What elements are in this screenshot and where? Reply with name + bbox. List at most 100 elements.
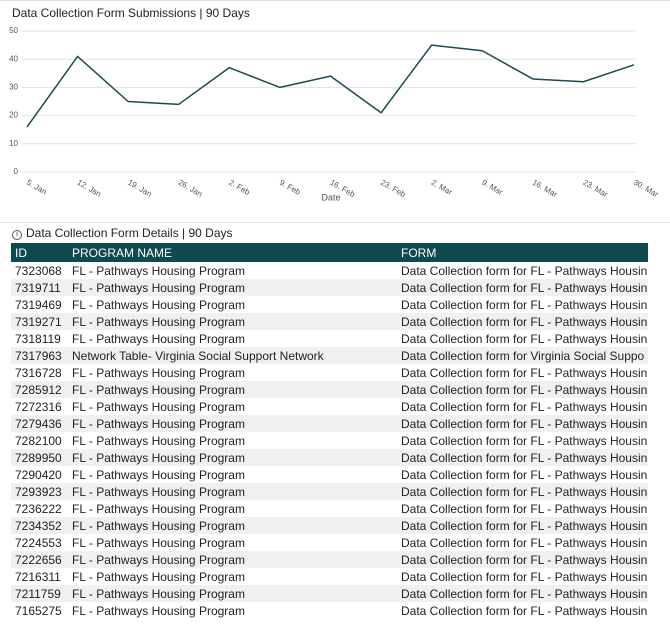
table-cell: FL - Pathways Housing Program (68, 449, 397, 466)
table-row: 7290420 FL - Pathways Housing Program Data… (11, 466, 648, 483)
table-cell: FL - Pathways Housing Program (68, 585, 397, 602)
table-cell: Data Collection form for FL - Pathways H… (397, 313, 648, 330)
y-tick-label: 20 (9, 111, 18, 120)
table-cell: Data Collection form for FL - Pathways H… (401, 501, 648, 516)
table-cell: Data Collection form for FL - Pathways H… (397, 585, 648, 602)
table-cell: Data Collection form for FL - Pathways H… (401, 603, 648, 618)
table-row: 7234352 FL - Pathways Housing Program Data… (11, 517, 648, 534)
table-cell: FL - Pathways Housing Program (68, 279, 397, 296)
table-cell: Data Collection form for FL - Pathways H… (397, 381, 648, 398)
line-chart: Data Collection Form Submissions | 90 Da… (0, 0, 670, 202)
table-row: 7319469 FL - Pathways Housing Program Data… (11, 296, 648, 313)
details-table: ID PROGRAM NAME FORM 7323068 FL - Pathways … (11, 243, 648, 619)
table-row: 7323068 FL - Pathways Housing Program Data… (11, 262, 648, 279)
table-cell: 7319711 (11, 279, 68, 296)
table-cell: FL - Pathways Housing Program (72, 399, 245, 414)
table-row: 7289950 FL - Pathways Housing Program Data… (11, 449, 648, 466)
table-cell: 7319469 (15, 297, 62, 312)
table-cell: FL - Pathways Housing Program (72, 365, 245, 380)
table-cell: 7293923 (11, 483, 68, 500)
table-row: 7318119 FL - Pathways Housing Program Data… (11, 330, 648, 347)
y-tick-label: 40 (9, 54, 18, 63)
table-row: 7236222 FL - Pathways Housing Program Data… (11, 500, 648, 517)
x-tick-label: 30. Mar (632, 178, 660, 200)
table-row: 7319271 FL - Pathways Housing Program Data… (11, 313, 648, 330)
table-cell: FL - Pathways Housing Program (72, 297, 245, 312)
x-tick-label: 2. Mar (430, 178, 454, 197)
table-cell: Data Collection form for FL - Pathways H… (401, 331, 648, 346)
table-cell: Data Collection form for FL - Pathways H… (401, 263, 648, 278)
table-cell: Data Collection form for FL - Pathways H… (401, 535, 648, 550)
info-icon[interactable]: i (12, 230, 22, 240)
table-cell: FL - Pathways Housing Program (72, 331, 245, 346)
table-cell: Data Collection form for FL - Pathways H… (401, 569, 648, 584)
table-cell: Data Collection form for FL - Pathways H… (401, 399, 648, 414)
table-cell: Data Collection form for FL - Pathways H… (401, 467, 648, 482)
table-row: 7317963 Network Table- Virginia Social Su… (11, 347, 648, 364)
x-tick-label: 26. Jan (177, 178, 204, 199)
table-cell: 7290420 (15, 467, 62, 482)
table-row: 7285912 FL - Pathways Housing Program Data… (11, 381, 648, 398)
x-tick-label: 23. Mar (581, 178, 609, 200)
header-cell: ID (11, 243, 68, 262)
table-cell: Data Collection form for FL - Pathways H… (397, 517, 648, 534)
x-tick-label: 9. Feb (278, 178, 303, 197)
table-cell: 7285912 (11, 381, 68, 398)
table-cell: Data Collection form for FL - Pathways H… (401, 433, 648, 448)
table-cell: 7323068 (15, 263, 62, 278)
table-row: 7211759 FL - Pathways Housing Program Data… (11, 585, 648, 602)
y-tick-label: 10 (9, 139, 18, 148)
table-cell: 7236222 (15, 501, 62, 516)
x-tick-label: 12. Jan (76, 178, 103, 199)
table-row: 7222656 FL - Pathways Housing Program Data… (11, 551, 648, 568)
table-cell: FL - Pathways Housing Program (68, 381, 397, 398)
table-cell: 7165275 (15, 603, 62, 618)
table-row: 7316728 FL - Pathways Housing Program Data… (11, 364, 648, 381)
table-cell: FL - Pathways Housing Program (68, 313, 397, 330)
table-cell: FL - Pathways Housing Program (72, 467, 245, 482)
table-cell: FL - Pathways Housing Program (72, 501, 245, 516)
header-cell: FORM (397, 243, 648, 262)
data-line (26, 44, 635, 128)
table-cell: 7224553 (15, 535, 62, 550)
table-cell: 7319271 (11, 313, 68, 330)
table-cell: Data Collection form for FL - Pathways H… (397, 415, 648, 432)
y-tick-label: 30 (9, 83, 18, 92)
header-cell: PROGRAM NAME (68, 243, 397, 262)
table-cell: FL - Pathways Housing Program (68, 415, 397, 432)
table-cell: 7216311 (15, 569, 61, 584)
table-cell: Data Collection form for FL - Pathways H… (397, 449, 648, 466)
table-cell: Data Collection form for FL - Pathways H… (401, 365, 648, 380)
table-row: 7224553 FL - Pathways Housing Program Data… (11, 534, 648, 551)
table-cell: Data Collection form for FL - Pathways H… (397, 279, 648, 296)
table-title-text: Data Collection Form Details | 90 Days (26, 226, 233, 240)
table-title: i Data Collection Form Details | 90 Days (12, 226, 233, 240)
table-cell: Network Table- Virginia Social Support N… (68, 347, 397, 364)
x-tick-label: 23. Feb (379, 178, 407, 200)
chart-title: Data Collection Form Submissions | 90 Da… (12, 6, 250, 20)
table-row: 7319711 FL - Pathways Housing Program Data… (11, 279, 648, 296)
table-cell: 7211759 (11, 585, 68, 602)
table-cell: FL - Pathways Housing Program (72, 535, 245, 550)
table-cell: 7317963 (11, 347, 68, 364)
y-tick-label: 0 (14, 167, 19, 176)
table-row: 7282100 FL - Pathways Housing Program Data… (11, 432, 648, 449)
table-cell: 7234352 (11, 517, 68, 534)
table-cell: Data Collection form for Virginia Social… (397, 347, 648, 364)
table-panel: i Data Collection Form Details | 90 Days … (0, 222, 670, 638)
x-tick-label: 2. Feb (227, 178, 252, 197)
table-cell: FL - Pathways Housing Program (68, 551, 397, 568)
table-cell: 7316728 (15, 365, 62, 380)
table-cell: 7282100 (15, 433, 62, 448)
y-tick-label: 50 (9, 26, 18, 35)
x-axis-title: Date (321, 192, 340, 202)
x-tick-label: 5. Jan (25, 178, 48, 197)
table-cell: 7289950 (11, 449, 68, 466)
table-cell: FL - Pathways Housing Program (72, 569, 245, 584)
table-cell: FL - Pathways Housing Program (72, 263, 245, 278)
table-cell: FL - Pathways Housing Program (68, 483, 397, 500)
table-row: 7165275 FL - Pathways Housing Program Data… (11, 602, 648, 619)
table-cell: 7272316 (15, 399, 62, 414)
x-tick-label: 16. Mar (531, 178, 559, 200)
table-cell: FL - Pathways Housing Program (68, 517, 397, 534)
